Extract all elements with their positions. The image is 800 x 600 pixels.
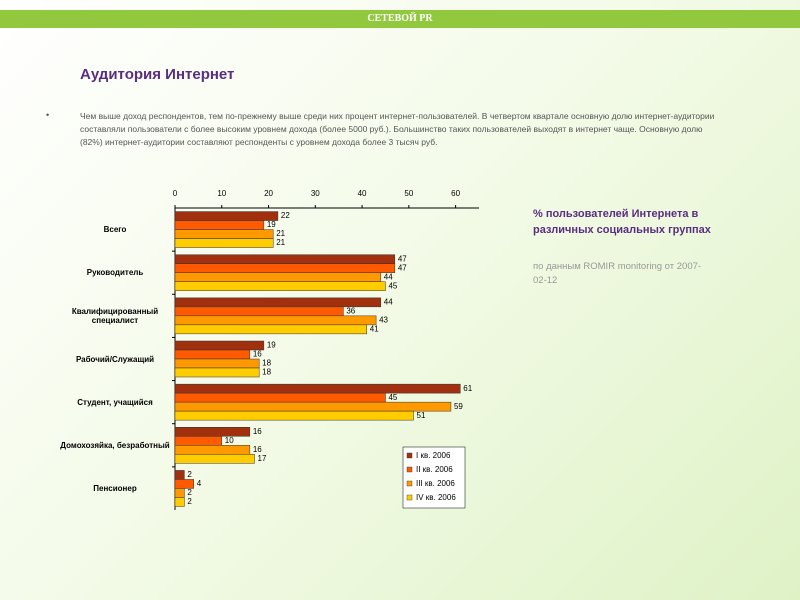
bar <box>174 263 396 273</box>
x-tick-label: 20 <box>264 189 273 198</box>
data-label: 21 <box>276 238 285 247</box>
bar <box>174 401 452 412</box>
bar <box>174 445 251 455</box>
bar <box>174 254 396 264</box>
header: СЕТЕВОЙ PR <box>0 10 800 28</box>
bar <box>174 454 255 464</box>
side-source: по данным ROMIR monitoring от 2007-02-12 <box>533 261 702 286</box>
bar <box>174 238 274 248</box>
data-label: 19 <box>267 220 276 229</box>
legend-label: I кв. 2006 <box>416 451 451 460</box>
data-label: 18 <box>262 359 271 368</box>
category-label: Студент, учащийся <box>77 397 153 407</box>
data-label: 19 <box>267 341 276 350</box>
x-tick-label: 50 <box>404 189 413 198</box>
bar <box>174 383 461 394</box>
data-label: 16 <box>253 445 262 454</box>
category-label: Всего <box>103 225 127 235</box>
category-label: Домохозяйка, безработный <box>60 440 170 450</box>
bar <box>174 211 279 221</box>
legend-label: II кв. 2006 <box>416 465 453 474</box>
x-tick-label: 10 <box>217 189 226 198</box>
data-label: 44 <box>384 272 393 281</box>
bar <box>174 470 185 480</box>
bar <box>174 340 265 351</box>
data-label: 4 <box>197 479 202 488</box>
data-label: 51 <box>417 411 426 420</box>
x-tick-label: 0 <box>173 189 178 198</box>
bar <box>174 488 185 498</box>
data-label: 16 <box>253 350 262 359</box>
bar <box>174 272 382 282</box>
category-label: Пенсионер <box>93 483 137 493</box>
data-label: 10 <box>225 436 234 445</box>
data-label: 36 <box>346 306 355 315</box>
bar <box>174 349 251 360</box>
category-label: Квалифицированный специалист <box>71 306 159 325</box>
data-label: 61 <box>463 384 472 393</box>
bar <box>174 497 185 507</box>
bar <box>174 358 260 369</box>
bullet-text: Чем выше доход респондентов, тем по-преж… <box>80 111 715 147</box>
data-label: 47 <box>398 254 407 263</box>
category-label: Руководитель <box>86 268 144 278</box>
data-label: 16 <box>253 427 262 436</box>
data-label: 22 <box>281 211 290 220</box>
legend-swatch <box>406 452 413 459</box>
x-tick-label: 60 <box>451 189 460 198</box>
data-label: 41 <box>370 324 379 333</box>
legend-swatch <box>406 466 413 473</box>
bar <box>174 392 386 403</box>
bar <box>174 324 368 335</box>
data-label: 17 <box>258 454 267 463</box>
bullet-dot: • <box>46 110 50 120</box>
legend-swatch <box>406 480 413 487</box>
bar <box>174 281 386 291</box>
data-label: 2 <box>187 470 192 479</box>
data-label: 43 <box>379 315 388 324</box>
legend-label: IV кв. 2006 <box>416 493 456 502</box>
data-label: 59 <box>454 402 463 411</box>
bar <box>174 220 265 230</box>
data-label: 45 <box>388 281 397 290</box>
side-title: % пользователей Интернета в различных со… <box>533 208 711 236</box>
data-label: 2 <box>187 488 192 497</box>
data-label: 18 <box>262 368 271 377</box>
bar <box>174 367 260 378</box>
data-label: 47 <box>398 263 407 272</box>
data-label: 2 <box>187 497 192 506</box>
bar <box>174 315 377 326</box>
category-label: Рабочий/Служащий <box>75 354 155 364</box>
legend-box <box>402 446 466 509</box>
data-label: 45 <box>388 393 397 402</box>
x-tick-label: 40 <box>358 189 367 198</box>
bar <box>174 427 251 437</box>
x-tick-label: 30 <box>311 189 320 198</box>
bar <box>174 306 344 317</box>
legend-label: III кв. 2006 <box>416 479 455 488</box>
bar <box>174 410 414 421</box>
data-label: 21 <box>276 229 285 238</box>
data-label: 44 <box>384 297 393 306</box>
bar <box>174 229 274 239</box>
title: Аудитория Интернет <box>80 66 235 83</box>
bar <box>174 436 223 446</box>
legend-swatch <box>406 494 413 501</box>
